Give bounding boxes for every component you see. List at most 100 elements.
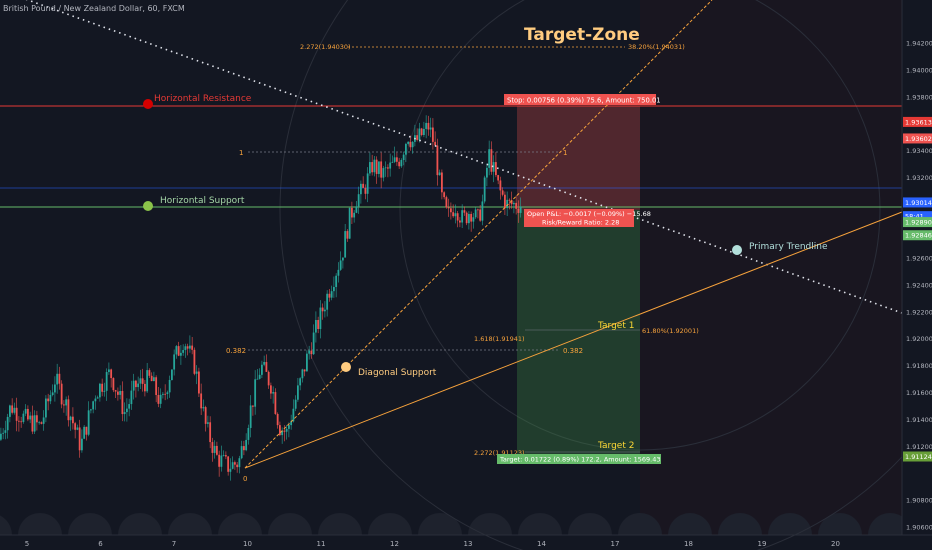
candle-body <box>393 157 396 162</box>
candle-body <box>209 422 212 443</box>
candle-body <box>60 383 63 405</box>
fib-label-top-left: 2.272(1.94030) <box>300 43 351 51</box>
time-tick-label: 12 <box>390 540 399 548</box>
candle-body <box>15 407 18 421</box>
candle-body <box>369 162 371 174</box>
moon-phase-icon <box>868 513 912 535</box>
candle-body <box>2 432 5 434</box>
horizontal-resistance-label: Horizontal Resistance <box>154 94 252 104</box>
target-label: Target: 0.01722 (0.89%) 172.2, Amount: 1… <box>499 456 661 464</box>
candle-body <box>290 421 293 426</box>
candle-body <box>396 157 398 162</box>
candle-body <box>339 260 342 270</box>
candle-body <box>418 128 421 140</box>
candle-body <box>504 194 506 209</box>
primary-trendline-marker[interactable] <box>732 245 742 255</box>
time-tick-label: 5 <box>25 540 29 548</box>
price-badge-label: 1.92846 <box>905 232 932 240</box>
time-tick-label: 11 <box>317 540 326 548</box>
price-badge-bg <box>903 217 932 228</box>
candle-body <box>222 455 225 456</box>
price-tick-label: 1.94000 <box>906 66 932 74</box>
price-badge-bg <box>903 197 932 208</box>
horizontal-resistance-marker[interactable] <box>143 99 153 109</box>
moon-phase-icon <box>768 513 812 535</box>
candle-body <box>18 420 20 422</box>
primary-trendline[interactable] <box>0 0 903 314</box>
candle-body <box>249 405 252 428</box>
candle-body <box>150 375 153 382</box>
candle-body <box>234 462 236 465</box>
price-tick-label: 1.92000 <box>906 335 932 343</box>
candle-body <box>382 168 385 178</box>
candle-body <box>479 209 482 221</box>
candle-body <box>195 371 198 374</box>
price-badge-label: 1.93602 <box>905 135 932 143</box>
fib-label-zero: 0 <box>243 475 247 483</box>
price-tick-label: 1.91600 <box>906 389 932 397</box>
candle-body <box>375 159 378 174</box>
candle-body <box>456 213 459 221</box>
candle-body <box>344 231 347 258</box>
candle-body <box>139 378 142 384</box>
time-tick-label: 20 <box>831 540 840 548</box>
candle-body <box>285 428 288 432</box>
candle-body <box>220 455 223 467</box>
horizontal-support-marker[interactable] <box>143 201 153 211</box>
time-axis-ticks: 5 6 7 10 11 12 13 14 17 18 19 20 <box>25 540 840 548</box>
diagonal-support-line[interactable] <box>244 211 903 469</box>
candle-body <box>486 167 488 178</box>
price-tick-label: 1.92200 <box>906 308 932 316</box>
moon-phase-icon <box>618 513 662 535</box>
fib-label-6180: 61.80%(1.92001) <box>642 327 699 335</box>
candles-group <box>0 115 522 481</box>
candle-body <box>67 399 70 421</box>
diagonal-support-label: Diagonal Support <box>358 368 437 378</box>
candle-body <box>252 405 254 407</box>
candle-body <box>425 122 428 129</box>
candle-body <box>155 377 158 395</box>
candle-body <box>281 430 284 436</box>
candle-body <box>351 207 353 218</box>
moon-phase-icon <box>668 513 712 535</box>
candle-body <box>81 438 83 451</box>
moon-phase-icon <box>718 513 762 535</box>
moon-phase-icon <box>18 513 62 535</box>
candle-body <box>211 442 214 453</box>
candle-body <box>274 392 277 414</box>
candle-body <box>400 160 403 167</box>
pnl-label: Open P&L: −0.0017 (−0.09%) −15.68 <box>527 210 651 218</box>
stop-zone <box>517 106 640 210</box>
candle-body <box>510 200 513 205</box>
candle-body <box>427 122 430 130</box>
candle-body <box>130 390 133 405</box>
price-tick-label: 1.93800 <box>906 93 932 101</box>
candle-body <box>391 161 394 163</box>
candle-body <box>378 161 380 174</box>
candle-body <box>175 346 178 355</box>
candle-body <box>27 408 29 420</box>
time-tick-label: 13 <box>464 540 473 548</box>
candle-body <box>407 141 410 144</box>
diagonal-support-marker[interactable] <box>341 362 351 372</box>
price-tick-label: 1.94200 <box>906 40 932 48</box>
candle-body <box>362 183 365 188</box>
candle-body <box>283 430 286 432</box>
fib-label-one-right: 1 <box>563 149 567 157</box>
time-tick-label: 14 <box>537 540 546 548</box>
candle-body <box>468 213 470 224</box>
candle-body <box>94 398 97 402</box>
fib-label-2272-bottom: 2.272(1.91123) <box>474 449 525 457</box>
candle-body <box>452 212 455 217</box>
candle-body <box>186 346 189 349</box>
candle-body <box>74 423 77 430</box>
candle-body <box>159 394 162 404</box>
candle-body <box>6 416 9 431</box>
candle-body <box>191 345 194 350</box>
candle-body <box>387 167 389 169</box>
candle-body <box>292 408 295 422</box>
price-axis[interactable] <box>902 0 932 550</box>
candle-body <box>490 149 493 172</box>
candle-body <box>454 213 457 217</box>
